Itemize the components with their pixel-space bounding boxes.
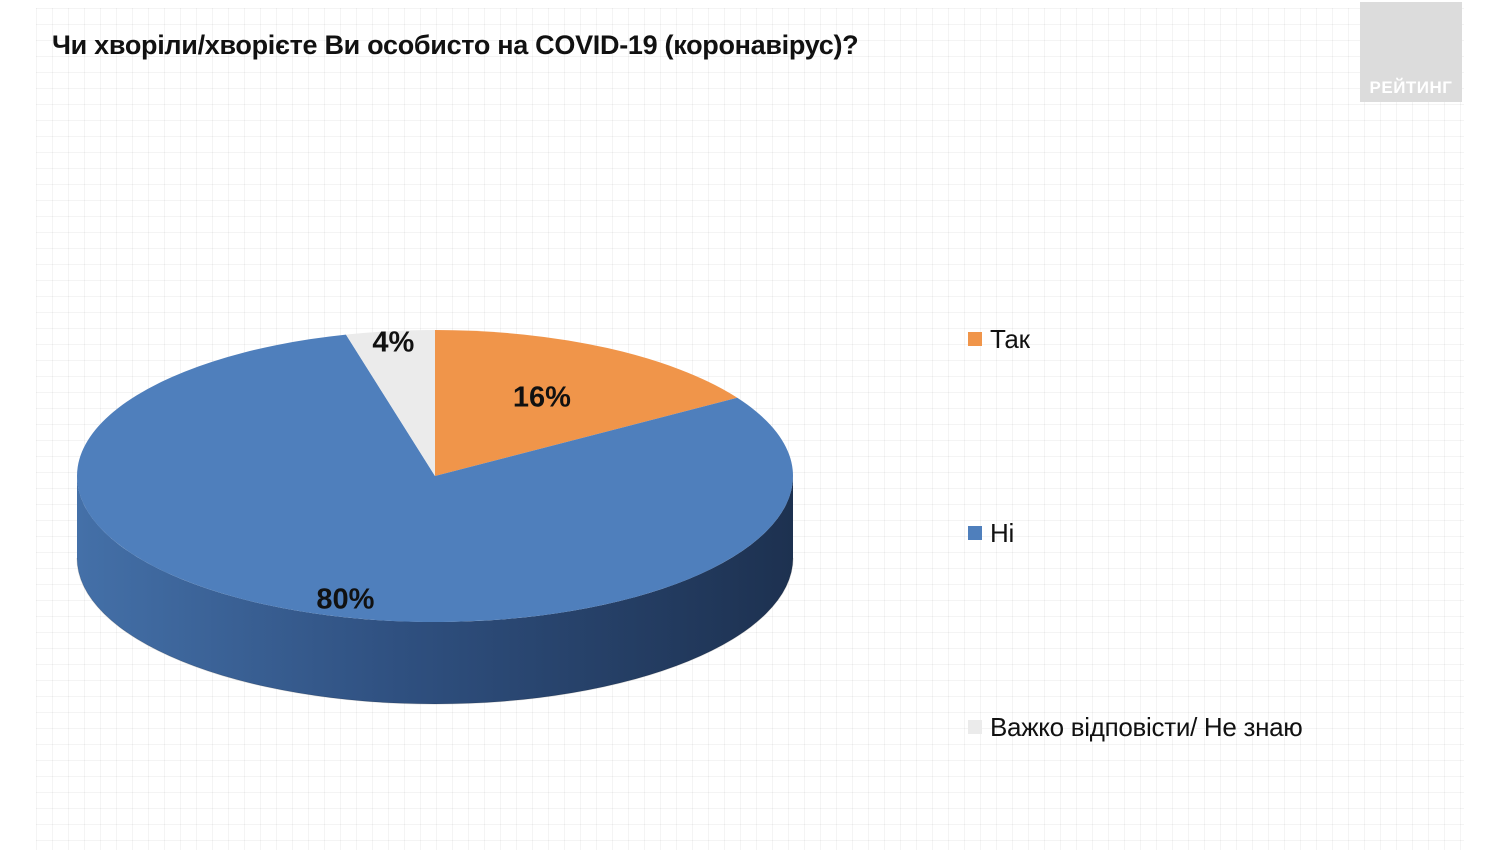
legend-swatch-tak <box>968 332 982 346</box>
pie-slice-ni <box>77 334 794 623</box>
legend-item-tak: Так <box>968 322 1030 356</box>
legend-label-hard-to-say: Важко відповісти/ Не знаю <box>990 711 1303 742</box>
rating-logo: РЕЙТИНГ <box>1360 2 1462 102</box>
logo-text: РЕЙТИНГ <box>1369 78 1453 97</box>
legend-label-ni: Ні <box>990 517 1014 548</box>
legend-item-ni: Ні <box>968 516 1014 550</box>
pie-side-ni <box>77 476 793 704</box>
pie-slice-hard-to-say <box>345 330 435 476</box>
data-label-hard-to-say: 4% <box>372 326 414 358</box>
data-label-ni: 80% <box>316 583 374 615</box>
legend-swatch-ni <box>968 526 982 540</box>
legend-item-hard-to-say: Важко відповісти/ Не знаю <box>968 710 1303 744</box>
legend-label-tak: Так <box>990 323 1030 354</box>
legend-swatch-hard-to-say <box>968 720 982 734</box>
pie-bottom-rim <box>76 557 794 705</box>
pie-slice-tak <box>435 330 738 476</box>
chart-title: Чи хворіли/хворієте Ви особисто на COVID… <box>52 30 859 60</box>
data-label-tak: 16% <box>513 382 571 414</box>
